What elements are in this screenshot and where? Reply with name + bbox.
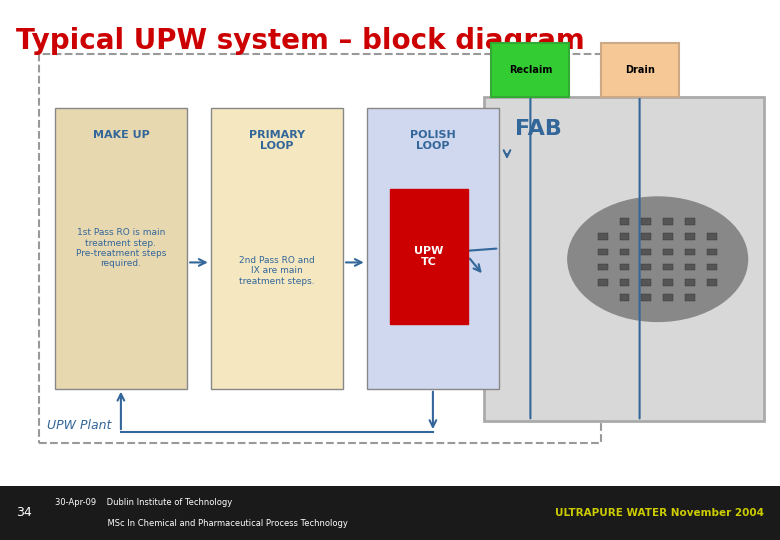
Bar: [707, 264, 717, 271]
Text: MAKE UP: MAKE UP: [93, 130, 149, 140]
Bar: [619, 264, 629, 271]
Bar: [601, 43, 679, 97]
Bar: [597, 233, 608, 240]
Bar: [663, 233, 673, 240]
Text: Drain: Drain: [625, 65, 654, 75]
Bar: [619, 294, 629, 301]
Text: ULTRAPURE WATER November 2004: ULTRAPURE WATER November 2004: [555, 508, 764, 518]
Text: Reclaim: Reclaim: [509, 65, 552, 75]
Text: FAB: FAB: [515, 119, 562, 139]
Text: IX and UF are
main treatment
steps: IX and UF are main treatment steps: [397, 256, 469, 286]
Bar: [484, 97, 764, 421]
Bar: [663, 248, 673, 255]
Text: 1st Pass RO is main
treatment step.
Pre-treatment steps
required.: 1st Pass RO is main treatment step. Pre-…: [76, 228, 166, 268]
Bar: [685, 218, 695, 225]
Text: POLISH
LOOP: POLISH LOOP: [410, 130, 456, 151]
Bar: [707, 279, 717, 286]
Bar: [685, 233, 695, 240]
Bar: [491, 43, 569, 97]
Bar: [663, 264, 673, 271]
Text: UPW Plant: UPW Plant: [47, 419, 112, 432]
Bar: [597, 279, 608, 286]
Bar: [641, 264, 651, 271]
Bar: [641, 233, 651, 240]
Bar: [685, 264, 695, 271]
Bar: [641, 279, 651, 286]
Bar: [641, 218, 651, 225]
Bar: [685, 279, 695, 286]
Bar: [597, 248, 608, 255]
Bar: [663, 218, 673, 225]
Bar: [597, 264, 608, 271]
Text: UPW
TC: UPW TC: [414, 246, 444, 267]
Bar: [707, 233, 717, 240]
Bar: [0, 486, 780, 540]
Bar: [663, 294, 673, 301]
Bar: [55, 108, 187, 389]
Bar: [619, 218, 629, 225]
Text: MSc In Chemical and Pharmaceutical Process Technology: MSc In Chemical and Pharmaceutical Proce…: [55, 519, 347, 528]
Bar: [619, 233, 629, 240]
Bar: [211, 108, 343, 389]
Bar: [707, 248, 717, 255]
Bar: [641, 294, 651, 301]
Bar: [619, 279, 629, 286]
Bar: [641, 248, 651, 255]
Bar: [663, 279, 673, 286]
Bar: [619, 248, 629, 255]
Bar: [390, 189, 468, 324]
Text: 34: 34: [16, 507, 31, 519]
Circle shape: [568, 197, 747, 321]
Text: Typical UPW system – block diagram: Typical UPW system – block diagram: [16, 27, 584, 55]
Bar: [39, 54, 601, 443]
Bar: [685, 294, 695, 301]
Text: 30-Apr-09    Dublin Institute of Technology: 30-Apr-09 Dublin Institute of Technology: [55, 498, 232, 507]
Text: PRIMARY
LOOP: PRIMARY LOOP: [249, 130, 305, 151]
Bar: [367, 108, 499, 389]
Text: 2nd Pass RO and
IX are main
treatment steps.: 2nd Pass RO and IX are main treatment st…: [239, 256, 315, 286]
Bar: [685, 248, 695, 255]
